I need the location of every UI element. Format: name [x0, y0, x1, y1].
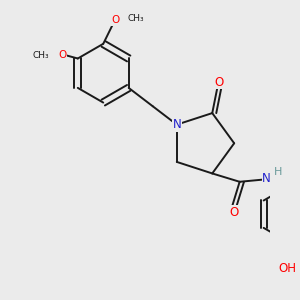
- Text: H: H: [274, 167, 282, 177]
- Text: OH: OH: [278, 262, 296, 275]
- Text: O: O: [112, 15, 120, 26]
- Text: CH₃: CH₃: [128, 14, 145, 22]
- Text: N: N: [172, 118, 181, 131]
- Text: O: O: [58, 50, 66, 60]
- Text: CH₃: CH₃: [32, 51, 49, 60]
- Text: O: O: [230, 206, 239, 219]
- Text: N: N: [262, 172, 271, 185]
- Text: O: O: [214, 76, 224, 88]
